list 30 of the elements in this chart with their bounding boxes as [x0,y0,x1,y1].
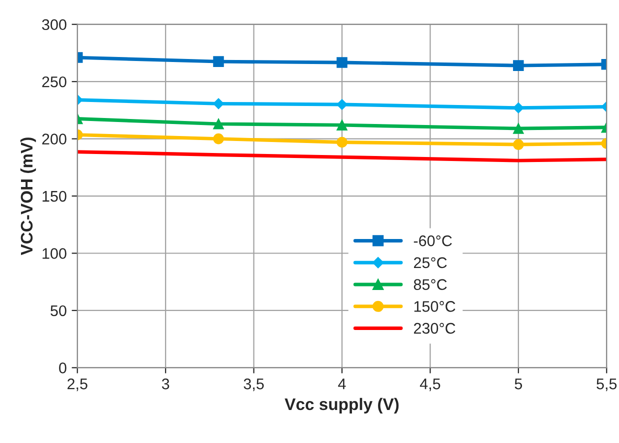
y-tick-label: 200 [42,134,66,144]
point [336,99,348,110]
x-tick-label: 4,5 [420,378,440,392]
x-axis-title: Vcc supply (V) [284,398,399,414]
x-tick-label: 3 [162,378,170,390]
point [213,98,224,110]
y-tick-label: 150 [42,190,66,202]
point [213,133,224,144]
x-tick-label: 4 [338,378,346,390]
y-tick-label: 300 [42,19,66,30]
point [336,136,348,148]
point [213,56,224,67]
legend-label: -60°C [414,235,452,246]
legend-label: 230°C [414,322,456,334]
x-tick-label: 5,5 [596,378,617,392]
x-tick-label: 2,5 [68,378,88,392]
point [213,118,224,130]
x-tick-label: 5 [514,378,522,390]
y-axis-title: VCC-VOH (mV) [20,138,36,256]
point [336,120,348,130]
line-series [77,150,607,162]
y-tick-label: 100 [42,248,66,259]
legend-label: 25°C [414,257,447,268]
y-tick-label: 50 [50,305,66,316]
x-tick-label: 3,5 [244,378,264,392]
y-tick-label: 250 [42,76,66,88]
point [336,57,348,68]
legend-label: 85°C [414,279,447,290]
y-tick-label: 0 [59,362,66,374]
legend-label: 150°C [414,301,456,312]
